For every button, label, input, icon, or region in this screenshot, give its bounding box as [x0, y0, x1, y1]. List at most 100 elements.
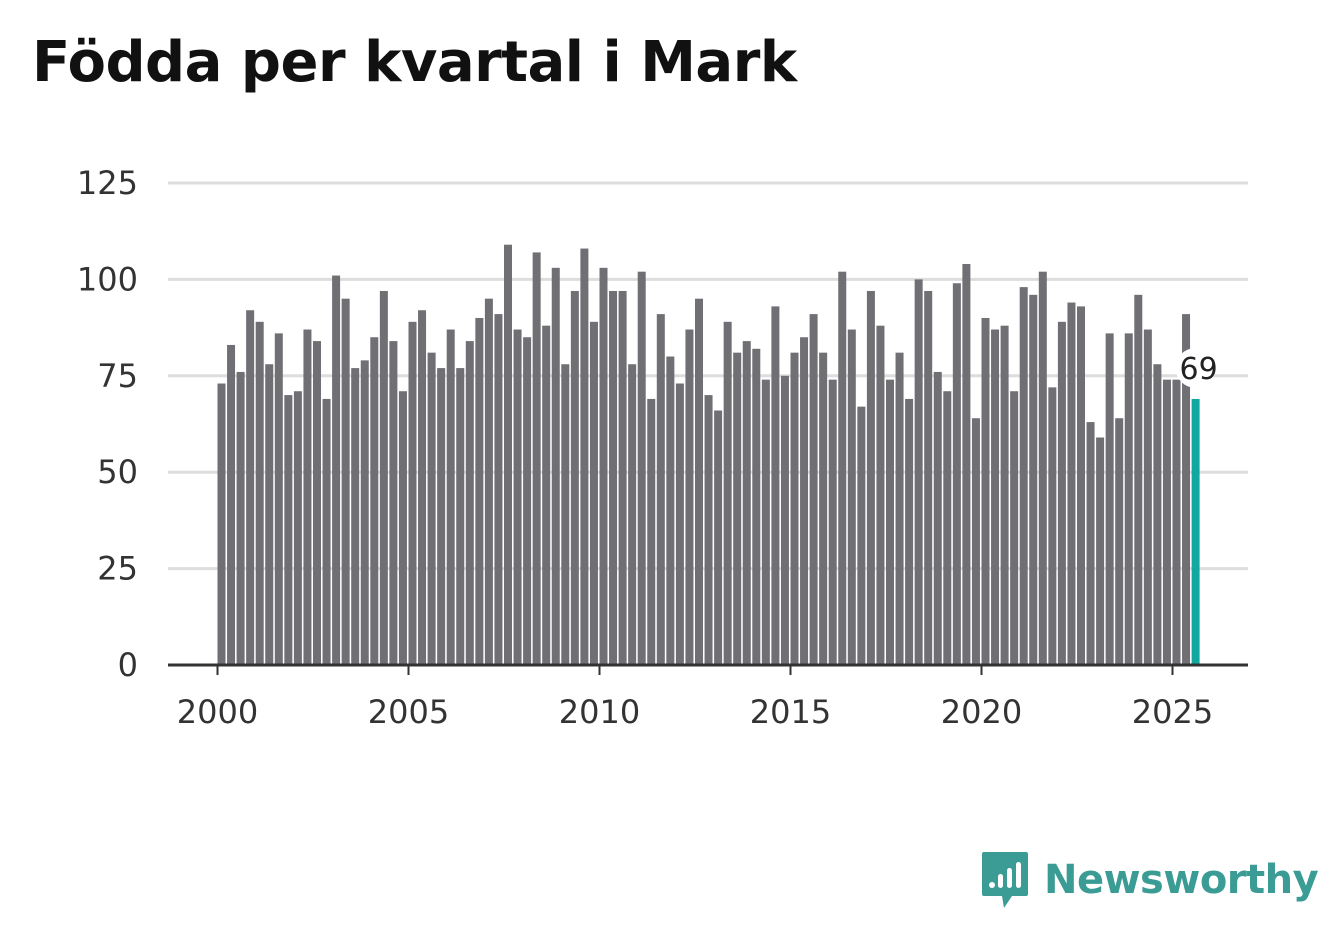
- bar: [408, 321, 417, 665]
- bar: [370, 337, 379, 665]
- bar: [456, 368, 465, 665]
- bar: [1000, 325, 1009, 665]
- bar: [695, 298, 703, 665]
- x-tick-label: 2025: [1132, 693, 1213, 731]
- bar: [303, 329, 312, 665]
- x-tick-label: 2015: [750, 693, 831, 731]
- bar: [475, 317, 484, 665]
- bar: [752, 348, 761, 665]
- bar: [1010, 391, 1019, 665]
- bar: [437, 368, 446, 665]
- bar: [1019, 287, 1028, 665]
- bar: [971, 418, 980, 665]
- bar: [494, 314, 503, 665]
- bar: [1038, 271, 1047, 665]
- bar: [952, 283, 961, 665]
- y-tick-label: 50: [97, 453, 138, 491]
- bar: [1162, 379, 1171, 665]
- bar: [914, 279, 923, 665]
- y-tick-label: 0: [118, 646, 138, 684]
- bar: [609, 290, 618, 665]
- bar: [895, 352, 904, 665]
- bar: [1172, 379, 1181, 665]
- bar: [351, 368, 360, 665]
- bar: [1057, 321, 1066, 665]
- bar: [398, 391, 407, 665]
- bar: [322, 398, 331, 665]
- y-tick-label: 25: [97, 550, 138, 588]
- bar: [618, 290, 627, 665]
- bar: [819, 352, 828, 665]
- y-axis-ticks: 0 25 50 75 100 125: [77, 164, 138, 684]
- bar: [504, 244, 512, 666]
- bar: [1134, 294, 1143, 665]
- bar: [924, 290, 933, 665]
- bar: [293, 391, 302, 665]
- bar: [800, 337, 809, 665]
- bar: [561, 364, 570, 665]
- bar: [1124, 333, 1133, 665]
- bar: [360, 360, 369, 665]
- bar: [1067, 302, 1076, 665]
- data-label: 69: [1180, 352, 1218, 387]
- bar: [1086, 422, 1095, 665]
- bar: [733, 352, 742, 665]
- bar: [962, 263, 971, 665]
- bar: [943, 391, 952, 665]
- x-axis-ticks: 2000 2005 2010 2015 2020 2025: [177, 665, 1213, 731]
- bar: [857, 406, 866, 665]
- bar-chart: 0 25 50 75 100 125 2000 2005 2010 2015 2020 2025 6…: [77, 164, 1248, 731]
- bar: [246, 310, 255, 665]
- bar: [905, 398, 914, 665]
- newsworthy-logo-icon: [982, 852, 1028, 908]
- bar: [523, 337, 532, 665]
- bar: [1143, 329, 1152, 665]
- bar: [313, 341, 321, 665]
- newsworthy-logo: Newsworthy: [980, 850, 1319, 910]
- bar: [513, 329, 522, 665]
- bar: [1105, 333, 1114, 665]
- bar: [542, 325, 551, 665]
- bar: [991, 329, 1000, 665]
- bar: [1077, 306, 1085, 665]
- bar: [637, 271, 646, 665]
- bar: [1029, 294, 1038, 665]
- x-tick-label: 2005: [368, 693, 449, 731]
- bar: [389, 341, 398, 665]
- bar: [761, 379, 770, 665]
- bar: [628, 364, 637, 665]
- bar: [656, 314, 665, 665]
- data-label-background: [1175, 347, 1216, 388]
- bar: [589, 321, 598, 665]
- bar: [685, 329, 694, 665]
- bar: [227, 344, 236, 665]
- bar: [265, 364, 274, 665]
- bar: [1096, 437, 1105, 665]
- bar: [570, 290, 579, 665]
- bar: [427, 352, 436, 665]
- bar: [446, 329, 455, 665]
- bar: [723, 321, 732, 665]
- highlight-bar: [1191, 398, 1200, 665]
- bar: [981, 317, 990, 665]
- bar: [847, 329, 856, 665]
- bar: [886, 379, 894, 665]
- bar: [1153, 364, 1162, 665]
- bar: [465, 341, 474, 665]
- bar: [1048, 387, 1057, 665]
- bar: [1182, 314, 1191, 665]
- bar: [780, 375, 789, 665]
- bar: [379, 290, 388, 665]
- bar: [675, 383, 684, 665]
- annotations: 69: [1175, 347, 1218, 388]
- bar: [418, 310, 427, 665]
- bar: [1115, 418, 1124, 665]
- bar: [704, 395, 713, 665]
- bar: [236, 371, 245, 665]
- bar: [714, 410, 723, 665]
- bar: [838, 271, 847, 665]
- bar: [580, 248, 589, 665]
- x-tick-label: 2000: [177, 693, 258, 731]
- chart-title: Födda per kvartal i Mark: [32, 30, 797, 95]
- bar: [790, 352, 799, 665]
